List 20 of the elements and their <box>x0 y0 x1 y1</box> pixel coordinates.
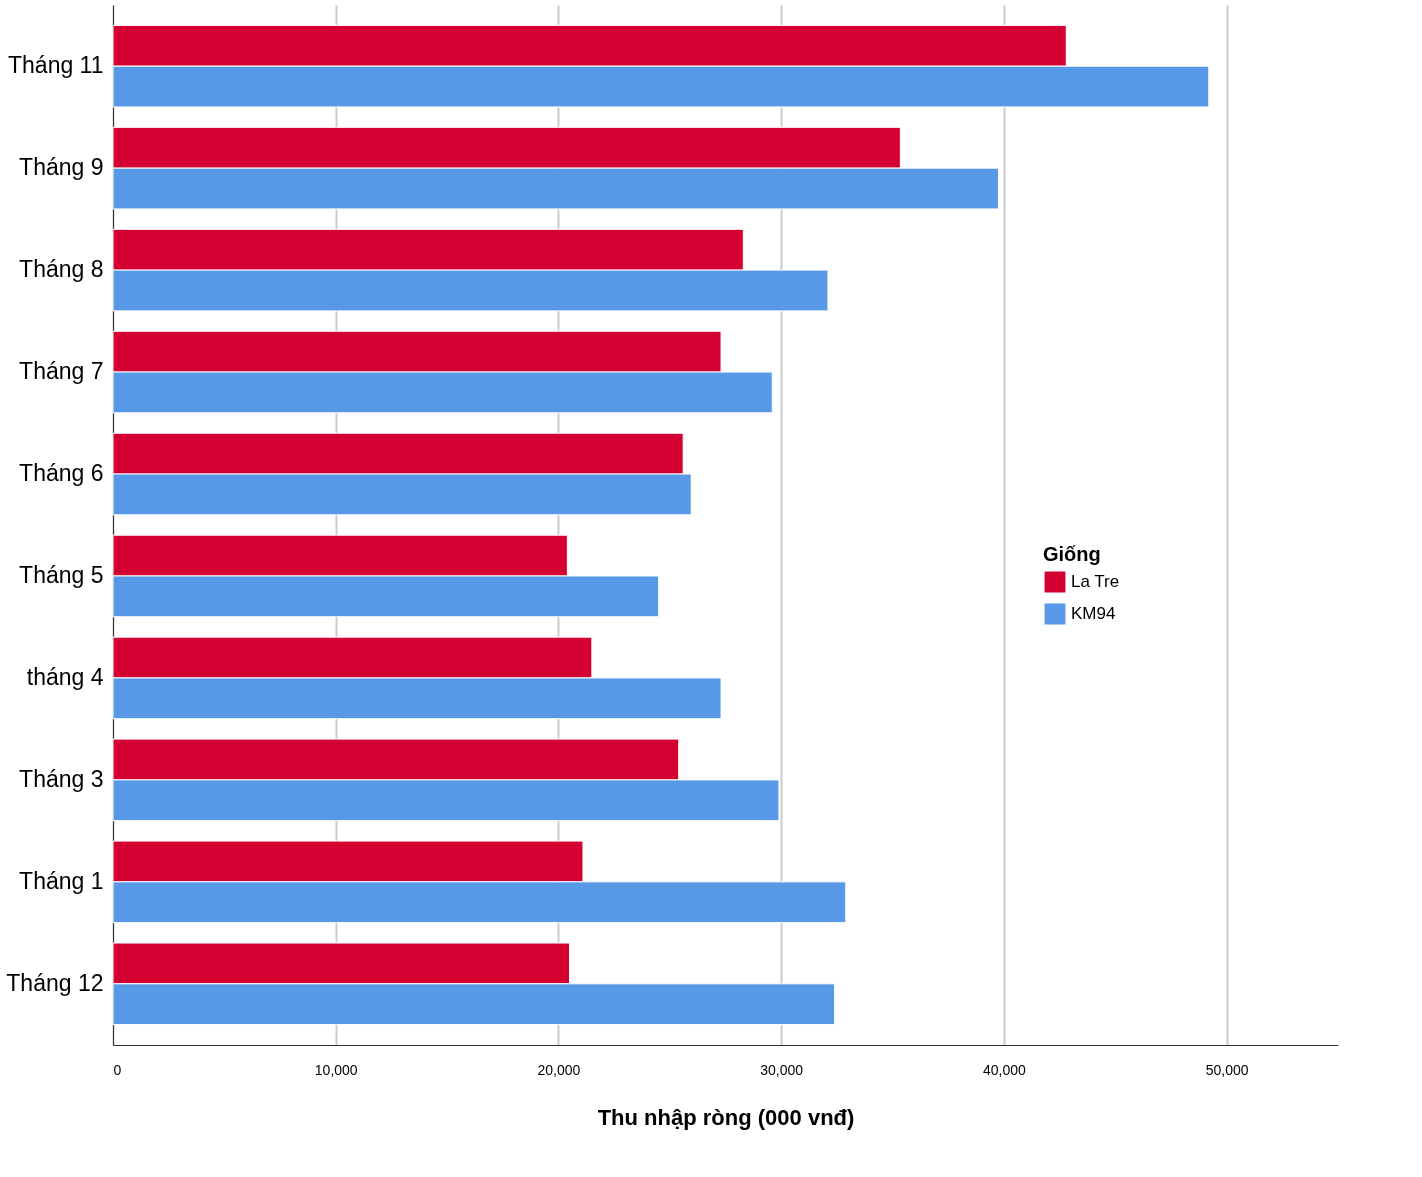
x-tick-label: 20,000 <box>537 1061 581 1078</box>
y-tick-label: Tháng 6 <box>19 460 104 487</box>
y-tick-label: Tháng 11 <box>8 52 104 79</box>
y-tick-label: Tháng 12 <box>6 969 104 996</box>
y-tick-label: tháng 4 <box>26 663 104 690</box>
x-axis-title: Thu nhập ròng (000 vnđ) <box>597 1104 855 1130</box>
y-tick-label: Tháng 1 <box>19 867 104 894</box>
legend-label: KM94 <box>1071 604 1116 623</box>
y-tick-label: Tháng 8 <box>19 256 104 283</box>
x-tick-label: 30,000 <box>760 1061 804 1078</box>
y-tick-label: Tháng 5 <box>19 561 104 588</box>
x-tick-label: 50,000 <box>1205 1061 1249 1078</box>
legend-label: La Tre <box>1071 572 1120 591</box>
x-tick-label: 10,000 <box>314 1061 358 1078</box>
x-tick-label: 40,000 <box>983 1061 1027 1078</box>
y-tick-label: Tháng 9 <box>19 154 104 181</box>
y-tick-label: Tháng 3 <box>19 765 104 792</box>
legend-title: Giống <box>1043 543 1101 565</box>
x-tick-label: 0 <box>113 1061 122 1078</box>
y-tick-label: Tháng 7 <box>19 358 104 385</box>
